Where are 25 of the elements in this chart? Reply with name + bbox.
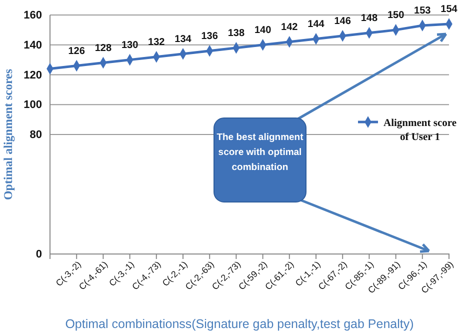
- annotation: The best alignment score with optimal combination: [216, 132, 304, 173]
- data-label: 130: [121, 40, 139, 51]
- data-label: 138: [228, 28, 245, 39]
- legend-label: Alignment score of User 1: [383, 118, 457, 143]
- data-label: 144: [308, 18, 325, 30]
- y-tick-label: 80: [30, 129, 42, 142]
- y-axis-title: Optimal alignment scores: [1, 68, 15, 200]
- data-label: 148: [360, 12, 378, 24]
- data-label: 134: [174, 34, 192, 45]
- data-label: 136: [201, 30, 218, 42]
- data-label: 154: [440, 4, 458, 15]
- data-label: 146: [334, 16, 352, 27]
- data-label: 126: [68, 46, 86, 57]
- data-label: 140: [254, 24, 272, 36]
- x-axis-title: Optimal combinationss(Signature gab penalty,test gab Penalty): [65, 317, 414, 331]
- data-label: 142: [281, 22, 298, 33]
- y-tick-label: 120: [24, 69, 42, 82]
- data-label: 132: [148, 36, 166, 48]
- data-label: 128: [94, 42, 112, 54]
- y-tick-label: 160: [24, 10, 42, 22]
- data-label: 153: [414, 5, 432, 16]
- data-label: 150: [387, 10, 405, 21]
- y-tick-label: 0: [36, 248, 42, 261]
- y-tick-label: 100: [24, 99, 42, 112]
- y-tick-label: 140: [24, 39, 42, 52]
